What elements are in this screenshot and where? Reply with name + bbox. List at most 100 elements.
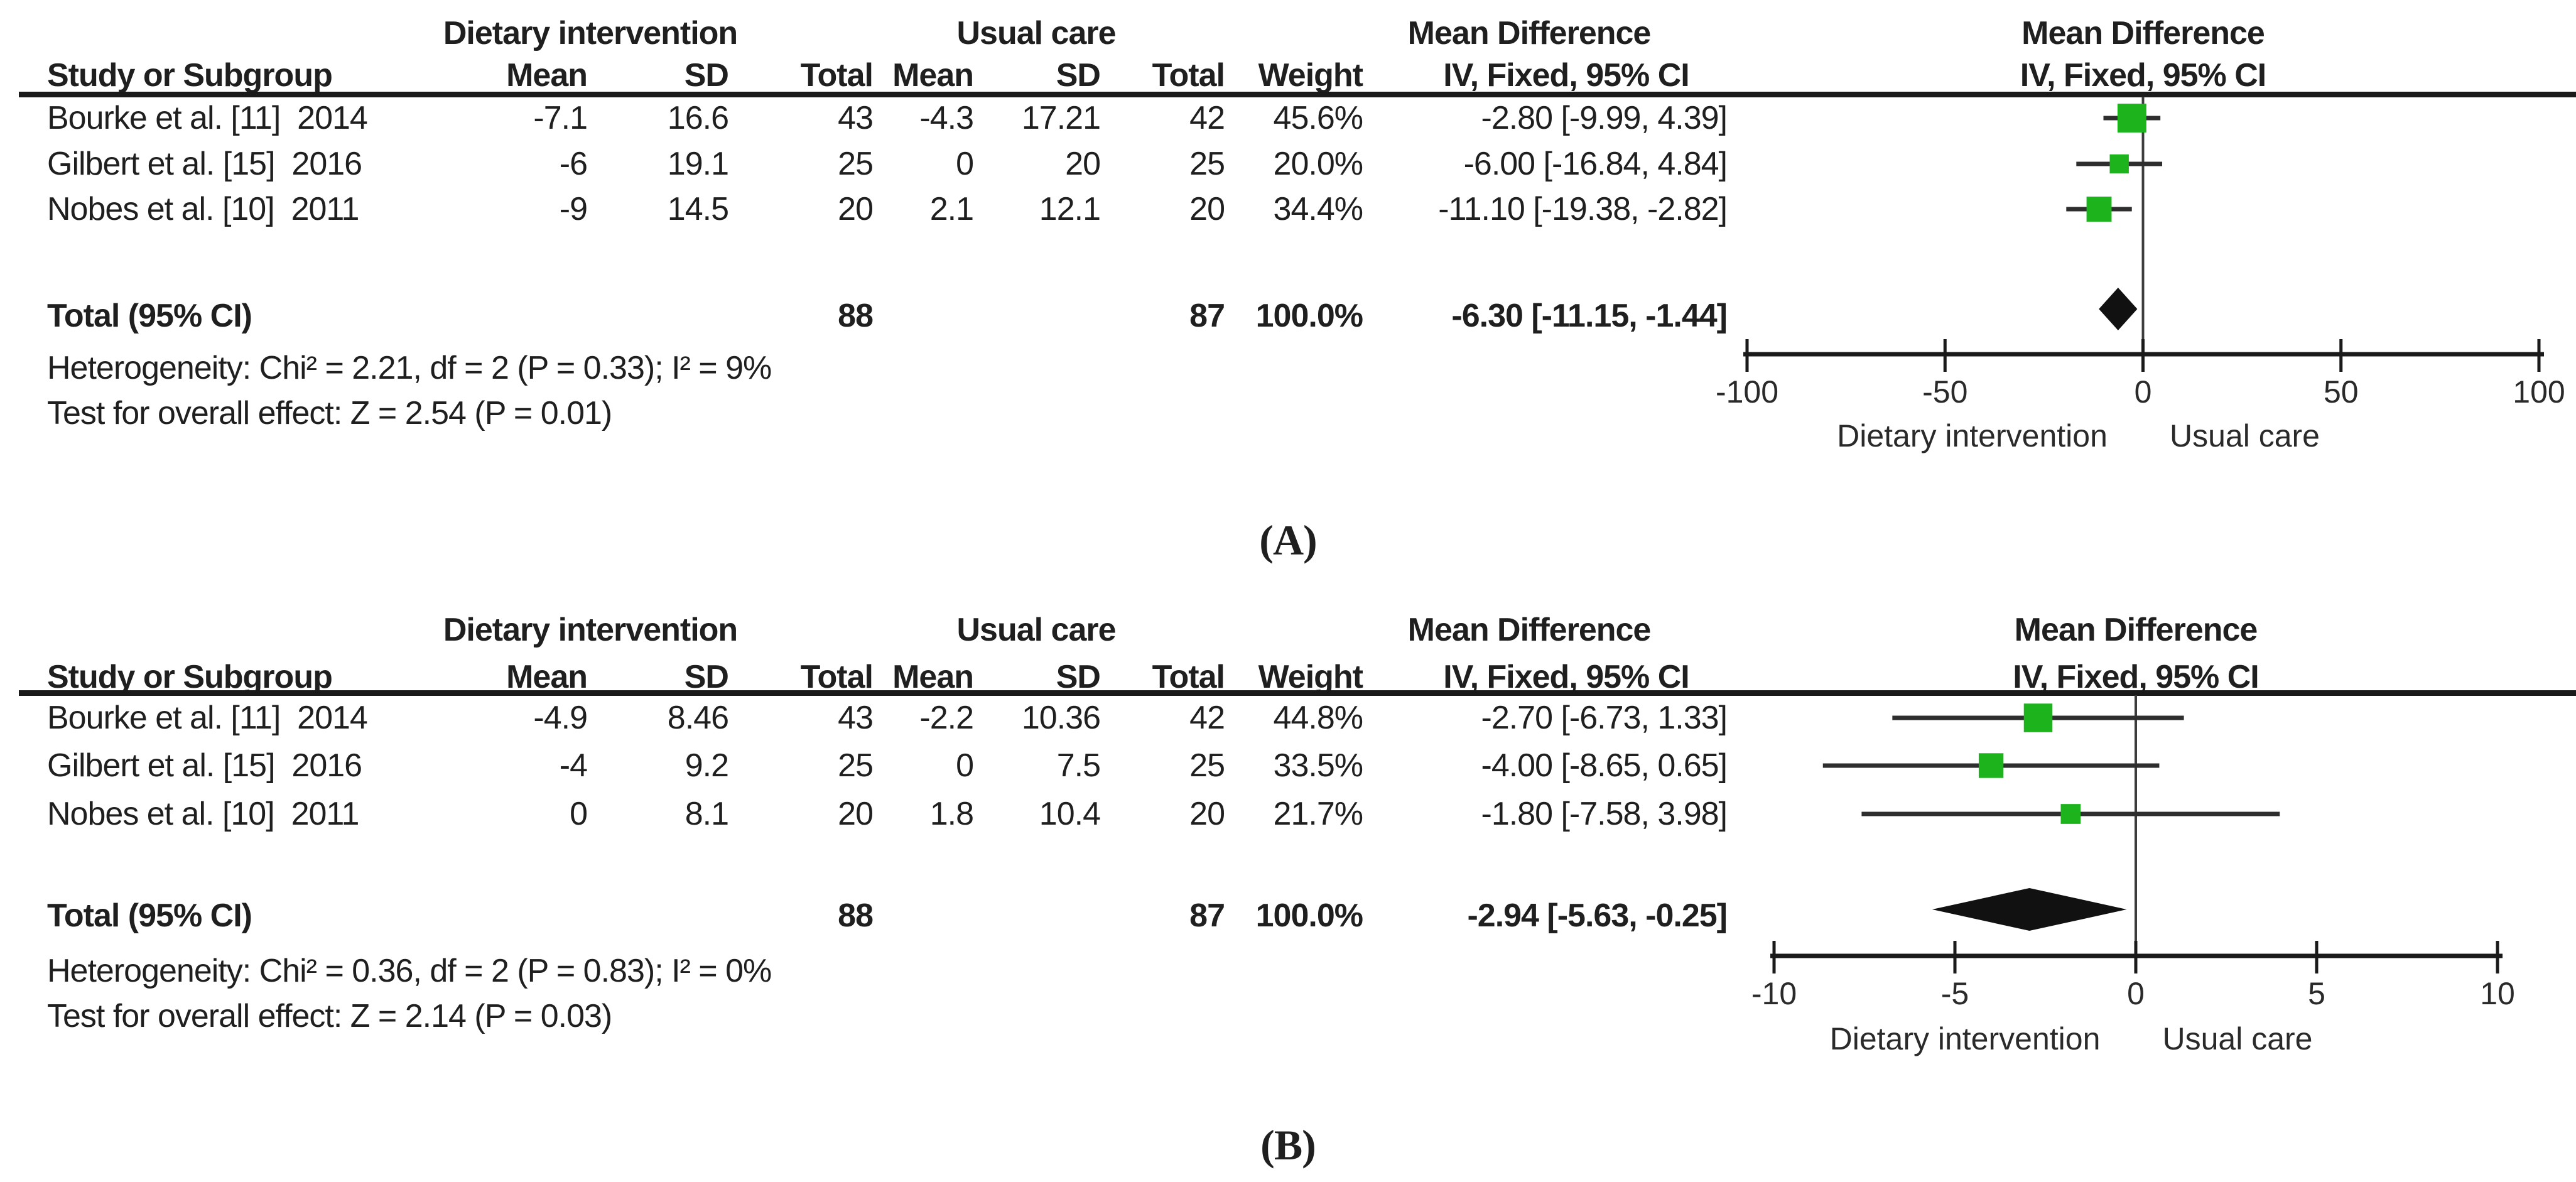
- ci-text: -11.10 [-19.38, -2.82]: [1438, 191, 1728, 227]
- col-header-mean: Mean: [506, 57, 588, 94]
- mean-intervention: -9: [559, 191, 588, 227]
- sd-control: 10.4: [1039, 796, 1101, 832]
- group-header-usual-care: Usual care: [956, 15, 1116, 52]
- axis-label-favours-intervention: Dietary intervention: [1837, 418, 2108, 453]
- ci-text: -1.80 [-7.58, 3.98]: [1481, 796, 1728, 832]
- weight-value: 44.8%: [1273, 700, 1363, 736]
- md-column-header: Mean Difference: [1407, 15, 1652, 52]
- total-n-control: 87: [1189, 298, 1225, 334]
- plot-header-iv-ci: IV, Fixed, 95% CI: [2020, 57, 2266, 94]
- mean-control: 0: [956, 747, 974, 784]
- col-header-sd: SD: [684, 659, 729, 695]
- md-plot-header: Mean Difference: [2021, 15, 2265, 52]
- col-header-study: Study or Subgroup: [47, 57, 333, 94]
- axis-tick-label: -10: [1751, 976, 1797, 1011]
- effect-square: [2060, 804, 2081, 824]
- panel-label-b: (B): [1260, 1121, 1316, 1169]
- sd-control: 7.5: [1056, 747, 1101, 784]
- total-ci-text: -6.30 [-11.15, -1.44]: [1451, 298, 1728, 334]
- panel-label-a: (A): [1259, 516, 1317, 564]
- overall-effect-text: Test for overall effect: Z = 2.54 (P = 0…: [47, 395, 612, 431]
- total-control: 42: [1189, 700, 1225, 736]
- col-header-mean: Mean: [892, 659, 974, 695]
- axis-tick-label: 0: [2127, 976, 2145, 1011]
- study-name: Bourke et al. [11] 2014: [47, 100, 368, 136]
- total-n-intervention: 88: [838, 897, 874, 934]
- sd-intervention: 8.1: [685, 796, 729, 832]
- sd-intervention: 8.46: [667, 700, 729, 736]
- overall-effect-text: Test for overall effect: Z = 2.14 (P = 0…: [47, 998, 612, 1034]
- total-weight: 100.0%: [1255, 897, 1363, 934]
- col-header-mean: Mean: [892, 57, 974, 94]
- ci-text: -2.80 [-9.99, 4.39]: [1481, 100, 1728, 136]
- total-control: 20: [1189, 191, 1225, 227]
- mean-control: -2.2: [919, 700, 974, 736]
- col-header-iv-ci: IV, Fixed, 95% CI: [1443, 659, 1689, 695]
- plot-header-iv-ci: IV, Fixed, 95% CI: [2013, 659, 2259, 695]
- mean-control: 0: [956, 146, 974, 182]
- sd-control: 10.36: [1021, 700, 1101, 736]
- total-n-control: 87: [1189, 897, 1225, 934]
- heterogeneity-text: Heterogeneity: Chi² = 2.21, df = 2 (P = …: [47, 350, 772, 386]
- axis-tick-label: 10: [2480, 976, 2515, 1011]
- md-column-header: Mean Difference: [1407, 612, 1652, 648]
- mean-intervention: -4: [559, 747, 588, 784]
- col-header-mean: Mean: [506, 659, 588, 695]
- pooled-diamond: [1932, 888, 2127, 931]
- mean-control: 1.8: [929, 796, 974, 832]
- mean-intervention: -6: [559, 146, 588, 182]
- total-intervention: 25: [838, 747, 874, 784]
- total-control: 20: [1189, 796, 1225, 832]
- mean-control: -4.3: [919, 100, 974, 136]
- group-header-intervention: Dietary intervention: [443, 15, 738, 52]
- sd-control: 20: [1065, 146, 1101, 182]
- col-header-study: Study or Subgroup: [47, 659, 333, 695]
- weight-value: 21.7%: [1273, 796, 1363, 832]
- mean-control: 2.1: [929, 191, 974, 227]
- study-name: Nobes et al. [10] 2011: [47, 191, 359, 227]
- axis-tick-label: -5: [1941, 976, 1969, 1011]
- sd-control: 17.21: [1021, 100, 1101, 136]
- total-intervention: 43: [838, 100, 874, 136]
- col-header-weight: Weight: [1258, 659, 1363, 695]
- sd-intervention: 9.2: [685, 747, 729, 784]
- group-header-intervention: Dietary intervention: [443, 612, 738, 648]
- sd-control: 12.1: [1039, 191, 1101, 227]
- total-weight: 100.0%: [1255, 298, 1363, 334]
- sd-intervention: 14.5: [667, 191, 729, 227]
- total-n-intervention: 88: [838, 298, 874, 334]
- col-header-total: Total: [800, 659, 874, 695]
- mean-intervention: -7.1: [533, 100, 588, 136]
- axis-tick-label: -100: [1716, 374, 1778, 409]
- weight-value: 34.4%: [1273, 191, 1363, 227]
- axis-tick-label: 100: [2513, 374, 2565, 409]
- pooled-diamond: [2099, 288, 2138, 330]
- effect-square: [2117, 104, 2146, 133]
- col-header-total: Total: [800, 57, 874, 94]
- weight-value: 45.6%: [1273, 100, 1363, 136]
- total-intervention: 25: [838, 146, 874, 182]
- study-name: Nobes et al. [10] 2011: [47, 796, 359, 832]
- col-header-sd: SD: [1056, 659, 1101, 695]
- mean-intervention: 0: [570, 796, 588, 832]
- axis-label-favours-usual-care: Usual care: [2163, 1021, 2313, 1056]
- col-header-total: Total: [1152, 659, 1225, 695]
- effect-square: [2109, 154, 2129, 174]
- axis-tick-label: 5: [2308, 976, 2325, 1011]
- weight-value: 33.5%: [1273, 747, 1363, 784]
- effect-square: [2023, 703, 2053, 732]
- ci-text: -4.00 [-8.65, 0.65]: [1481, 747, 1728, 784]
- axis-tick-label: 50: [2324, 374, 2359, 409]
- total-intervention: 20: [838, 796, 874, 832]
- total-ci-text: -2.94 [-5.63, -0.25]: [1467, 897, 1728, 934]
- effect-square: [1978, 753, 2004, 778]
- col-header-total: Total: [1152, 57, 1225, 94]
- total-intervention: 43: [838, 700, 874, 736]
- mean-intervention: -4.9: [533, 700, 588, 736]
- col-header-sd: SD: [684, 57, 729, 94]
- ci-text: -2.70 [-6.73, 1.33]: [1481, 700, 1728, 736]
- effect-square: [2086, 197, 2112, 222]
- weight-value: 20.0%: [1273, 146, 1363, 182]
